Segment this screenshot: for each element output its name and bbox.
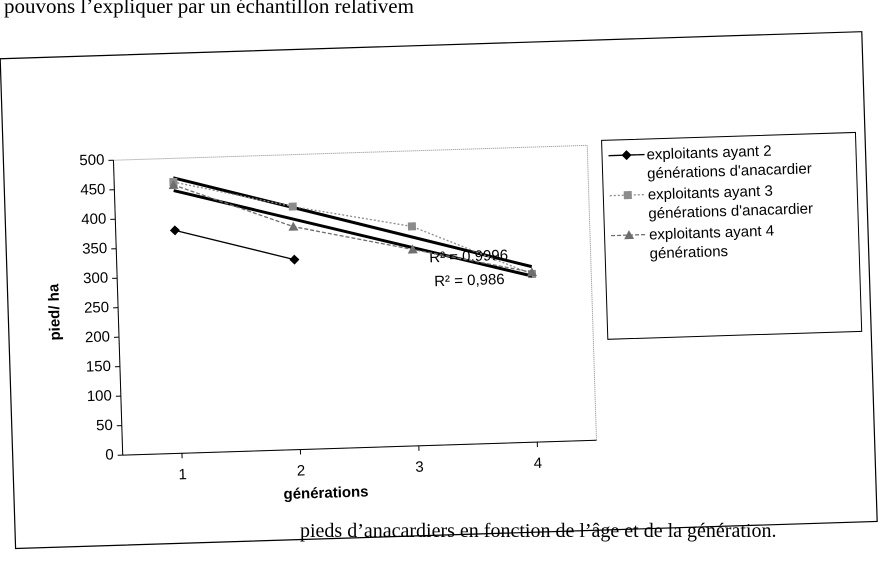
x-tick-label: 4 xyxy=(533,455,542,472)
y-tick-label: 300 xyxy=(83,269,109,287)
legend-swatch xyxy=(608,188,648,201)
x-axis xyxy=(123,440,597,455)
marker xyxy=(170,225,180,235)
y-tick-label: 100 xyxy=(87,387,113,405)
marker xyxy=(408,222,416,230)
marker xyxy=(288,221,298,230)
x-tick-label: 2 xyxy=(297,462,306,479)
series-line xyxy=(175,227,294,264)
marker xyxy=(289,254,299,264)
x-tick-label: 3 xyxy=(415,459,424,476)
y-tick-label: 450 xyxy=(80,181,106,199)
legend-label: exploitants ayant 3 générations d'anacar… xyxy=(648,179,854,223)
y-tick-label: 250 xyxy=(84,299,110,317)
x-tick-label: 1 xyxy=(178,466,187,483)
y-tick-label: 350 xyxy=(82,240,108,258)
x-axis-label: générations xyxy=(283,483,369,503)
legend-entry: exploitants ayant 4 générations xyxy=(609,219,855,265)
plot-area xyxy=(113,145,596,455)
legend-swatch xyxy=(609,228,649,241)
y-tick-label: 0 xyxy=(105,446,114,463)
legend-entry: exploitants ayant 3 générations d'anacar… xyxy=(608,179,854,225)
y-tick-label: 150 xyxy=(86,358,112,376)
y-tick-label: 50 xyxy=(96,417,113,435)
annotation: R² = 0,986 xyxy=(434,271,505,290)
y-tick-label: 500 xyxy=(79,152,105,170)
y-tick-label: 200 xyxy=(85,328,111,346)
series-line xyxy=(173,171,532,285)
legend-label: exploitants ayant 2 générations d'anacar… xyxy=(646,139,852,183)
page: pouvons l’expliquer par un échantillon r… xyxy=(0,0,884,556)
legend: exploitants ayant 2 générations d'anacar… xyxy=(601,132,862,340)
caption: pieds d’anacardiers en fonction de l’âge… xyxy=(300,520,776,543)
legend-swatch xyxy=(606,149,646,162)
marker xyxy=(624,191,632,199)
y-tick-label: 400 xyxy=(81,210,107,228)
marker xyxy=(289,202,297,210)
legend-label: exploitants ayant 4 générations xyxy=(649,219,855,263)
legend-entry: exploitants ayant 2 générations d'anacar… xyxy=(606,139,852,185)
y-axis-label: pied/ ha xyxy=(45,283,64,341)
marker xyxy=(621,150,631,160)
